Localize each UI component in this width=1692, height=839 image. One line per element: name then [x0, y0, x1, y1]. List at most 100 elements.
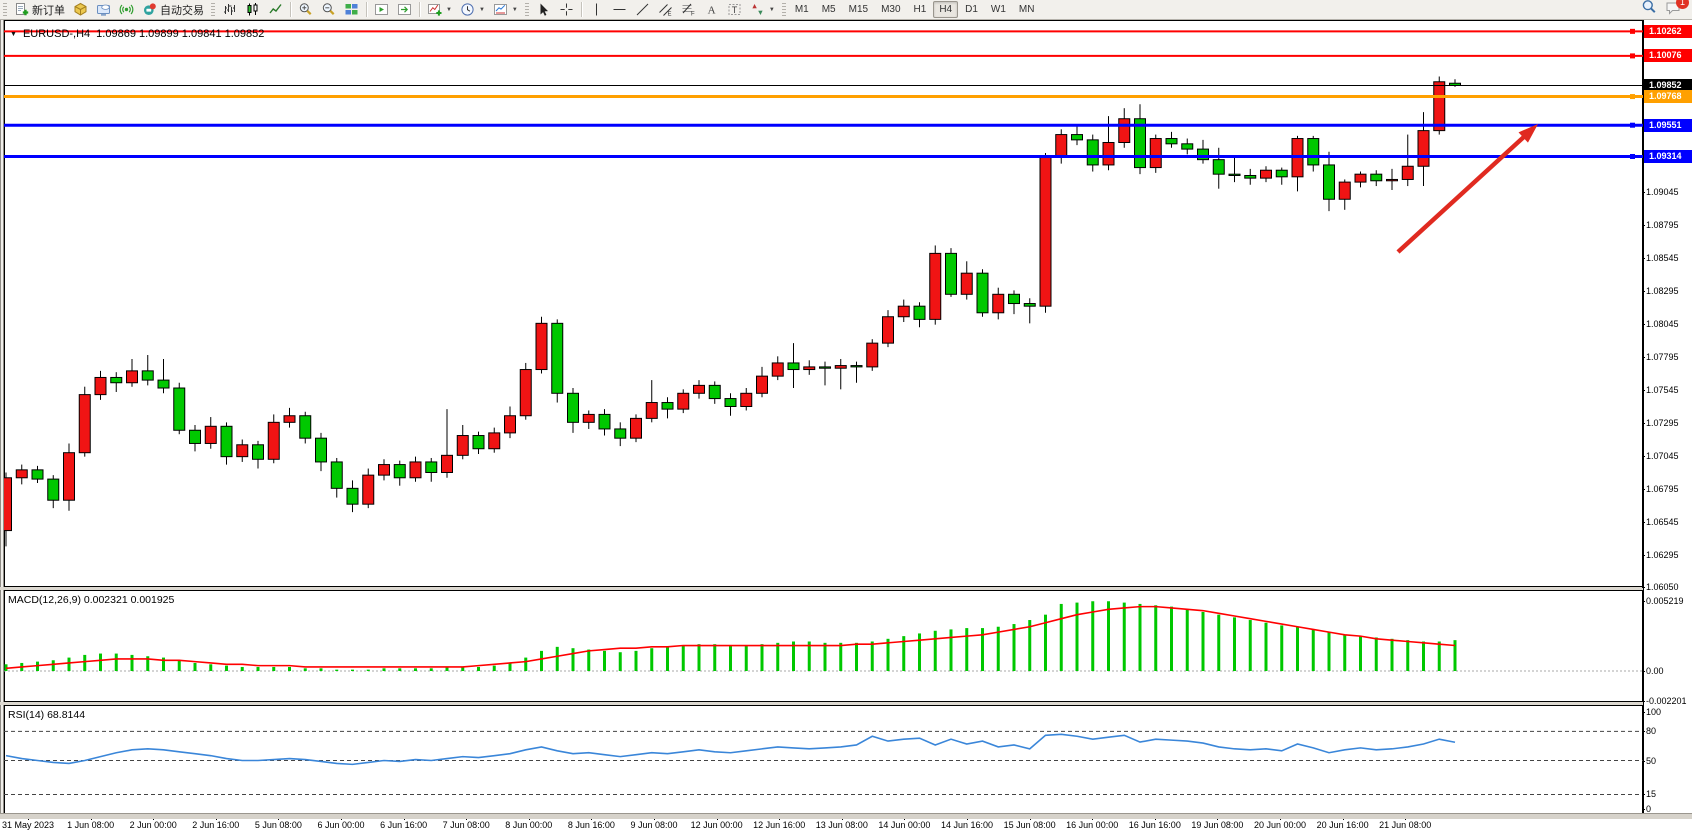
new-order-button[interactable]: 新订单: [10, 1, 69, 19]
macd-histogram-bar: [1311, 629, 1315, 671]
bar-chart-button[interactable]: [218, 1, 241, 19]
notifications-button[interactable]: 1: [1665, 0, 1689, 20]
chevron-down-icon: ▼: [511, 6, 518, 13]
macd-histogram-bar: [918, 633, 921, 671]
chart-shift-button[interactable]: [393, 1, 416, 19]
zoom-in-button[interactable]: [294, 1, 317, 19]
macd-histogram-bar: [776, 642, 780, 671]
macd-histogram-bar: [839, 642, 843, 671]
macd-histogram-bar: [949, 629, 953, 671]
toolbar-grip[interactable]: [781, 3, 786, 16]
bull-candle: [267, 421, 280, 460]
time-axis-label: 6 Jun 00:00: [317, 820, 365, 830]
tile-windows-button[interactable]: [340, 1, 363, 19]
timeframe-button-h1[interactable]: H1: [913, 4, 927, 15]
bear-candle: [567, 392, 579, 423]
bear-candle: [189, 429, 201, 444]
toolbar-grip[interactable]: [3, 3, 7, 16]
orange-level-line-handle[interactable]: [1630, 94, 1635, 100]
cursor-button[interactable]: [532, 1, 555, 19]
notification-badge: 1: [1676, 0, 1689, 9]
line-chart-button[interactable]: [264, 1, 287, 19]
terminal-button[interactable]: [92, 1, 115, 19]
chart-shift-icon: [397, 2, 412, 17]
timeframe-button-mn[interactable]: MN: [1018, 4, 1035, 15]
auto-scroll-button[interactable]: [370, 1, 393, 19]
timeframe-button-w1[interactable]: W1: [990, 4, 1006, 15]
macd-scale-label: 0.00: [1642, 666, 1692, 677]
vertical-line-button[interactable]: [585, 1, 608, 19]
support-line-1-handle[interactable]: [1630, 122, 1635, 128]
bear-candle: [1275, 169, 1288, 178]
timeframe-button-m15[interactable]: M15: [848, 4, 869, 15]
arrows-button[interactable]: ▼: [746, 1, 779, 19]
pane-splitter[interactable]: [0, 587, 1643, 590]
price-chart-canvas[interactable]: [4, 20, 1643, 587]
periods-button[interactable]: ▼: [456, 1, 489, 19]
trend-arrow-head[interactable]: [1518, 124, 1538, 143]
time-axis[interactable]: 31 May 2023 1 Jun 08:00 2 Jun 00:00 2 Jun 1…: [0, 817, 1643, 833]
fibonacci-button[interactable]: F: [677, 1, 700, 19]
chevron-down-icon: ▼: [478, 6, 485, 13]
resistance-line-2-handle[interactable]: [1630, 53, 1635, 59]
timeframe-button-h4[interactable]: H4: [933, 1, 959, 18]
bear-candle: [110, 376, 123, 384]
search-icon[interactable]: [1641, 0, 1657, 20]
time-axis-label: 19 Jun 08:00: [1191, 820, 1244, 830]
indicators-button[interactable]: ▼: [423, 1, 456, 19]
bull-candle: [1338, 181, 1351, 200]
equidistant-channel-button[interactable]: E: [654, 1, 677, 19]
toolbar-grip[interactable]: [524, 3, 529, 16]
toolbar-separator: [580, 2, 582, 17]
tile-windows-icon: [344, 2, 359, 17]
price-badge: 1.10262: [1644, 24, 1692, 38]
text-button[interactable]: A: [700, 1, 723, 19]
bull-candle: [1118, 118, 1131, 143]
bull-candle: [897, 305, 910, 318]
rsi-chart-canvas[interactable]: [4, 705, 1643, 817]
timeframe-button-m30[interactable]: M30: [881, 4, 901, 15]
trendline-icon: [635, 2, 650, 17]
autotrading-button[interactable]: 自动交易: [138, 1, 208, 19]
time-axis-label: 2 Jun 00:00: [129, 820, 177, 830]
timeframe-button-m1[interactable]: M1: [794, 4, 809, 15]
signals-button[interactable]: [115, 1, 138, 19]
bear-candle: [1008, 293, 1020, 305]
macd-histogram-bar: [981, 628, 984, 671]
macd-histogram-bar: [587, 649, 591, 671]
zoom-out-button[interactable]: [317, 1, 340, 19]
market-button[interactable]: [69, 1, 92, 19]
bear-candle: [1086, 139, 1099, 166]
horizontal-line-icon: [612, 2, 627, 17]
macd-histogram-bar: [1422, 641, 1425, 671]
bull-candle: [929, 252, 942, 320]
candlestick-chart-button[interactable]: [241, 1, 264, 19]
timeframe-button-m5[interactable]: M5: [821, 4, 836, 15]
macd-histogram-bar: [1390, 638, 1394, 671]
chevron-down-icon[interactable]: ▼: [10, 30, 17, 38]
bear-candle: [913, 305, 926, 320]
timeframe-button-d1[interactable]: D1: [965, 4, 978, 15]
macd-histogram-bar: [177, 660, 181, 671]
text-label-button[interactable]: T: [723, 1, 746, 19]
horizontal-line-button[interactable]: [608, 1, 631, 19]
macd-histogram-bar: [1075, 602, 1079, 671]
trend-arrow[interactable]: [1396, 131, 1530, 254]
toolbar-grip[interactable]: [211, 3, 215, 16]
time-axis-label: 12 Jun 16:00: [753, 820, 806, 830]
timeframe-toolbar: M1 M5 M15 M30 H1 H4 D1 W1 MN: [789, 1, 1041, 18]
macd-histogram-bar: [335, 669, 339, 671]
macd-chart-canvas[interactable]: [4, 590, 1643, 702]
resistance-line-1-handle[interactable]: [1630, 28, 1635, 34]
trendline-button[interactable]: [631, 1, 654, 19]
bull-candle: [535, 322, 548, 371]
bull-candle: [1401, 165, 1414, 180]
macd-histogram-bar: [1343, 634, 1347, 671]
toolbar-separator: [419, 2, 420, 17]
macd-histogram-bar: [508, 662, 512, 671]
support-line-2-handle[interactable]: [1630, 153, 1635, 159]
crosshair-button[interactable]: [555, 1, 578, 19]
pane-splitter[interactable]: [0, 702, 1643, 705]
templates-button[interactable]: ▼: [489, 1, 522, 19]
